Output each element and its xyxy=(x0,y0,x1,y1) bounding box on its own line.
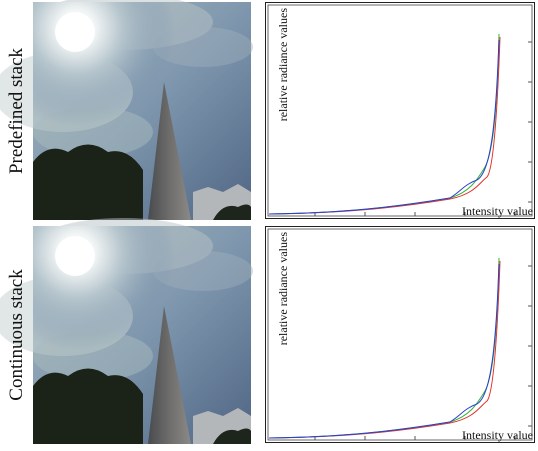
figure: Predefined stack relative radiance values… xyxy=(0,0,538,446)
figure-row: Continuous stack relative radiance values… xyxy=(0,218,535,444)
x-axis-label: Intensity value xyxy=(462,204,533,218)
plot-frame xyxy=(266,227,535,443)
photo xyxy=(0,0,253,220)
plot-frame xyxy=(266,3,535,219)
response-plot: relative radiance values Intensity value xyxy=(266,3,535,219)
y-axis-label: relative radiance values xyxy=(276,8,290,122)
figure-row: Predefined stack relative radiance values… xyxy=(0,0,535,220)
photo xyxy=(0,218,253,444)
response-plot: relative radiance values Intensity value xyxy=(266,227,535,443)
x-axis-label: Intensity value xyxy=(462,428,533,442)
row-label: Predefined stack xyxy=(6,47,27,174)
y-axis-label: relative radiance values xyxy=(276,232,290,346)
row-label: Continuous stack xyxy=(6,269,27,401)
